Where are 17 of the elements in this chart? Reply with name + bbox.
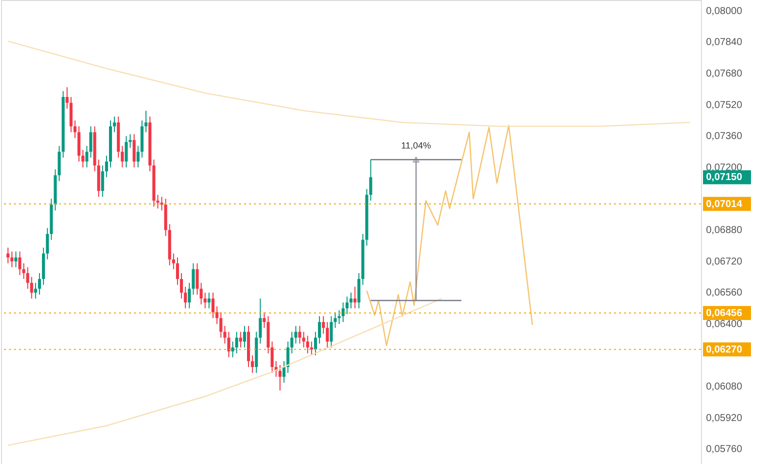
y-tick-label: 0,06880 bbox=[706, 225, 743, 236]
y-tick-label: 0,05760 bbox=[706, 444, 743, 456]
y-tick-label: 0,07680 bbox=[706, 68, 743, 80]
ref-line-label: 0,06456 bbox=[706, 308, 743, 320]
y-tick-label: 0,06560 bbox=[706, 288, 743, 299]
y-tick-label: 0,05920 bbox=[706, 412, 743, 424]
y-tick-label: 0,06400 bbox=[706, 318, 743, 330]
y-tick-label: 0,08000 bbox=[706, 6, 743, 17]
y-tick-label: 0,07840 bbox=[706, 37, 743, 48]
y-tick-label: 0,07520 bbox=[706, 100, 743, 111]
y-tick-label: 0,07360 bbox=[706, 131, 743, 142]
y-tick-label: 0,06720 bbox=[706, 256, 743, 268]
text: 0,07150 bbox=[706, 172, 743, 184]
y-tick-label: 0,06080 bbox=[706, 382, 743, 393]
annotation: 11,04% bbox=[401, 140, 431, 151]
ref-line-label: 0,07014 bbox=[706, 198, 743, 210]
ref-line-label: 0,06270 bbox=[706, 344, 743, 356]
